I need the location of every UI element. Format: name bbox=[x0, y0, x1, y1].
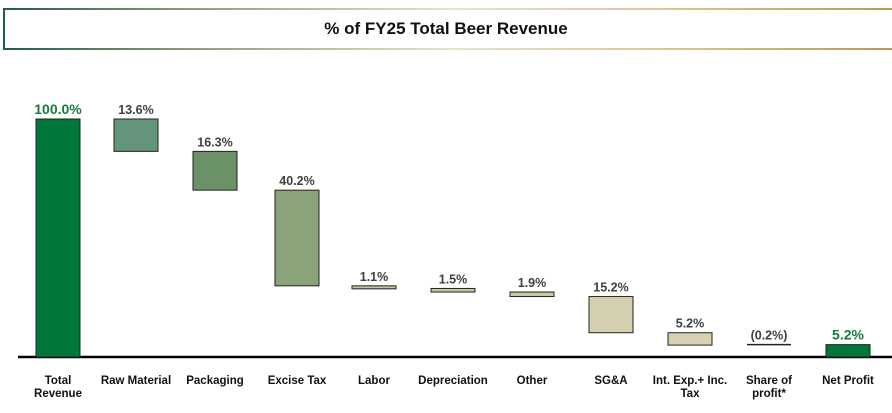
category-label-5: Depreciation bbox=[418, 375, 488, 387]
data-label-4: 1.1% bbox=[360, 270, 389, 284]
data-label-0: 100.0% bbox=[34, 101, 82, 117]
bar-2 bbox=[192, 150, 238, 191]
category-label-7: SG&A bbox=[594, 375, 627, 387]
data-label-8: 5.2% bbox=[676, 317, 705, 331]
bar-7 bbox=[588, 296, 634, 334]
bar-10 bbox=[825, 344, 871, 358]
category-label-1: Raw Material bbox=[101, 375, 171, 387]
data-label-9: (0.2%) bbox=[751, 329, 788, 343]
bar-0 bbox=[35, 118, 81, 358]
category-label-6: Other bbox=[517, 375, 548, 387]
bar-6 bbox=[509, 291, 555, 298]
data-label-7: 15.2% bbox=[593, 281, 628, 295]
category-label-9-line-1: profit* bbox=[752, 388, 786, 400]
bar-8 bbox=[667, 332, 713, 346]
category-label-0-line-1: Revenue bbox=[34, 388, 82, 400]
title-box-top-border bbox=[3, 8, 892, 10]
category-label-10: Net Profit bbox=[822, 375, 874, 387]
data-label-2: 16.3% bbox=[197, 135, 232, 149]
title-box-border bbox=[3, 8, 5, 50]
data-label-3: 40.2% bbox=[279, 174, 314, 188]
data-label-5: 1.5% bbox=[439, 272, 468, 286]
data-label-6: 1.9% bbox=[518, 276, 547, 290]
bar-3 bbox=[274, 189, 320, 287]
bar-1 bbox=[113, 118, 159, 152]
category-label-8-line-0: Int. Exp.+ Inc. bbox=[653, 375, 727, 387]
data-label-10: 5.2% bbox=[832, 327, 864, 343]
category-label-3: Excise Tax bbox=[268, 375, 327, 387]
bar-4 bbox=[351, 285, 397, 290]
bar-5 bbox=[430, 287, 476, 293]
data-label-1: 13.6% bbox=[118, 103, 153, 117]
chart-title: % of FY25 Total Beer Revenue bbox=[324, 19, 568, 38]
category-label-9-line-0: Share of bbox=[746, 375, 792, 387]
title-box-bottom-border bbox=[3, 48, 892, 50]
category-label-8-line-1: Tax bbox=[681, 388, 701, 400]
category-label-2: Packaging bbox=[186, 375, 244, 387]
category-label-0-line-0: Total bbox=[45, 375, 72, 387]
category-label-4: Labor bbox=[358, 375, 390, 387]
